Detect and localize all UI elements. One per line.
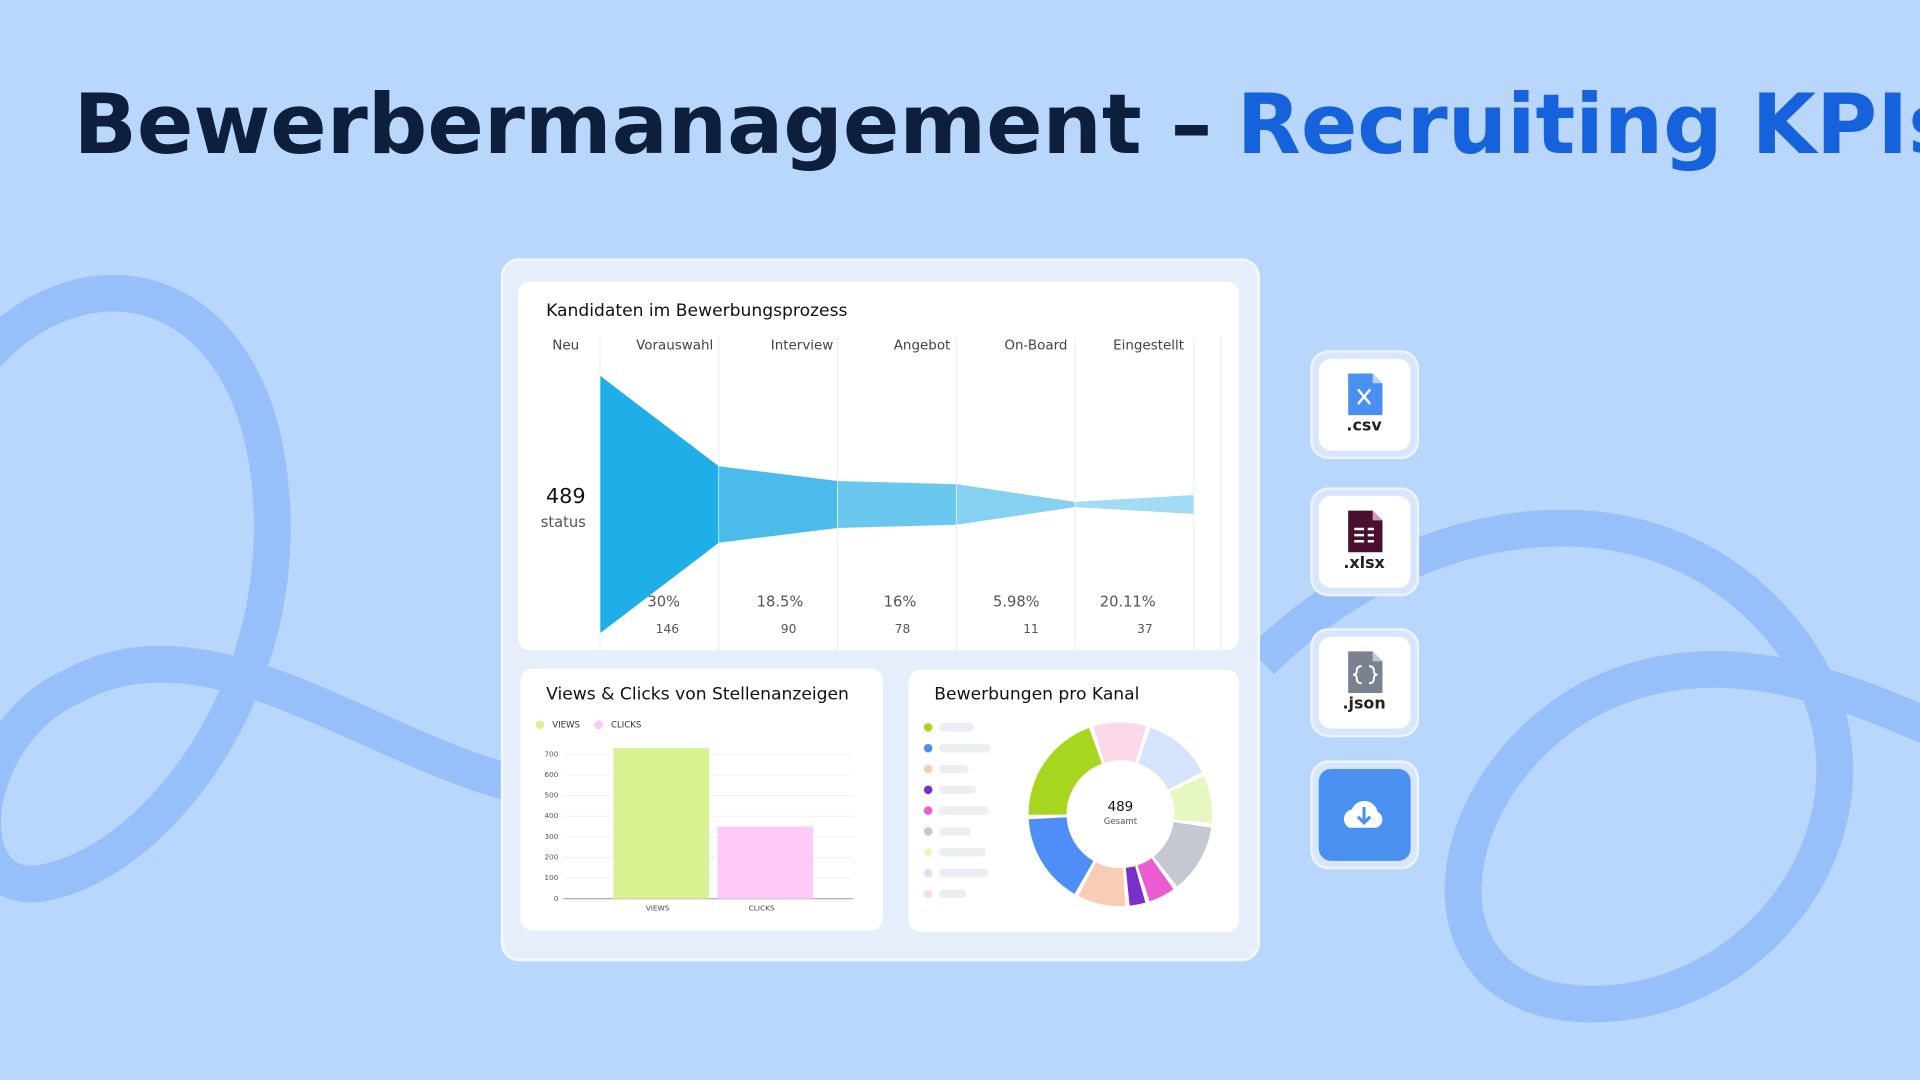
- chart-title: Views & Clicks von Stellenanzeigen: [546, 684, 849, 704]
- decor-loop: [1248, 509, 1920, 1023]
- icon-fold: [1372, 373, 1383, 384]
- funnel-segment: [837, 480, 957, 529]
- legend-placeholder: [939, 868, 989, 878]
- percentage-label: 30%: [647, 593, 680, 610]
- donut-segment: [1137, 858, 1174, 902]
- funnel-segment: [1074, 494, 1195, 515]
- count-label: 78: [895, 622, 911, 636]
- legend-placeholder: [939, 889, 967, 899]
- donut-segment: [1078, 862, 1126, 907]
- button-label: .xlsx: [1343, 553, 1385, 572]
- title-main: Bewerbermanagement –: [73, 76, 1212, 173]
- stage-label: On-Board: [1004, 338, 1067, 353]
- legend-placeholder: [939, 785, 976, 795]
- stage-label: Neu: [552, 338, 579, 353]
- donut-segment: [1138, 727, 1202, 790]
- button-label: .json: [1342, 694, 1385, 713]
- legend-label: VIEWS: [552, 720, 580, 730]
- donut-segment: [1125, 866, 1146, 906]
- stage-label: Interview: [771, 338, 834, 353]
- legend-dot: [923, 827, 933, 836]
- button-label: .csv: [1346, 416, 1382, 435]
- center-label: Gesamt: [1104, 817, 1138, 827]
- y-tick-label: 500: [544, 791, 558, 800]
- legend-label: CLICKS: [611, 720, 641, 730]
- download-arrow: [1356, 806, 1372, 826]
- y-tick-label: 700: [544, 749, 558, 758]
- donut-segment: [1093, 722, 1147, 763]
- count-label: 90: [781, 622, 797, 636]
- icon-fold: [1372, 651, 1383, 662]
- donut-segment: [1028, 817, 1094, 894]
- page-title: Bewerbermanagement – Recruiting KPIs: [73, 76, 1920, 173]
- count-label: 146: [656, 622, 680, 636]
- legend-dot: [923, 764, 933, 774]
- count-label: 11: [1023, 622, 1039, 636]
- legend-dot: [923, 743, 933, 753]
- count-label: 37: [1137, 622, 1153, 636]
- legend-placeholder: [939, 764, 969, 774]
- y-tick-label: 300: [544, 832, 558, 841]
- decor-loop: [0, 275, 519, 903]
- donut-segment: [1028, 727, 1102, 815]
- chart-title: Bewerbungen pro Kanal: [934, 684, 1139, 704]
- legend-placeholder: [939, 806, 989, 815]
- bar: [613, 748, 709, 899]
- icon-glyph: [1353, 665, 1378, 685]
- y-tick-label: 200: [544, 852, 558, 861]
- legend-dot: [923, 785, 933, 795]
- icon-glyph: [1357, 388, 1372, 405]
- bar: [717, 826, 814, 899]
- stage-label: Vorauswahl: [636, 338, 713, 353]
- percentage-label: 20.11%: [1100, 593, 1156, 610]
- x-tick-label: CLICKS: [749, 904, 775, 913]
- legend-dot: [923, 847, 933, 857]
- legend-dot: [535, 720, 545, 730]
- legend-dot: [923, 889, 933, 899]
- title-highlight: Recruiting KPIs: [1237, 76, 1920, 173]
- icon-fold: [1372, 510, 1383, 521]
- legend-placeholder: [939, 847, 986, 857]
- center-value: 489: [1108, 800, 1134, 815]
- json-icon: [1348, 651, 1383, 694]
- donut-segment: [1153, 822, 1212, 887]
- icon-glyph: [1354, 527, 1374, 543]
- y-tick-label: 400: [544, 811, 558, 820]
- stage-label: Angebot: [894, 338, 951, 353]
- percentage-label: 18.5%: [757, 593, 804, 610]
- total-label: status: [541, 514, 586, 531]
- chart-title: Kandidaten im Bewerbungsprozess: [546, 301, 847, 321]
- stage-label: Eingestellt: [1113, 338, 1184, 353]
- legend-placeholder: [939, 827, 972, 836]
- legend-dot: [594, 720, 604, 730]
- legend-placeholder: [939, 723, 974, 732]
- export-buttons: .csv .xlsx .json: [1310, 350, 1420, 870]
- donut-segment: [1169, 776, 1213, 824]
- percentage-label: 5.98%: [993, 593, 1040, 610]
- legend-dot: [923, 806, 933, 815]
- y-tick-label: 600: [544, 770, 558, 779]
- x-tick-label: VIEWS: [646, 904, 670, 913]
- legend-dot: [923, 868, 933, 878]
- total-value: 489: [546, 484, 586, 508]
- y-tick-label: 100: [544, 873, 558, 882]
- y-tick-label: 0: [554, 894, 559, 903]
- percentage-label: 16%: [884, 593, 917, 610]
- legend-placeholder: [939, 743, 991, 753]
- legend-dot: [923, 723, 933, 732]
